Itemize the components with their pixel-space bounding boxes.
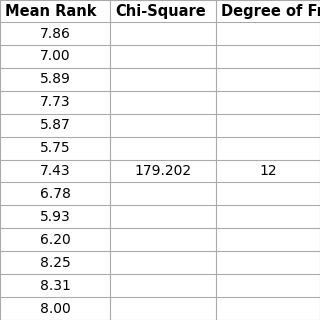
- Text: Degree of Freedo…: Degree of Freedo…: [221, 4, 320, 19]
- Text: 6.20: 6.20: [40, 233, 71, 247]
- Text: 7.73: 7.73: [40, 95, 70, 109]
- Text: 7.43: 7.43: [40, 164, 70, 178]
- Text: 5.75: 5.75: [40, 141, 70, 155]
- Text: 12: 12: [259, 164, 277, 178]
- Text: 179.202: 179.202: [135, 164, 192, 178]
- Text: 8.00: 8.00: [40, 301, 71, 316]
- Text: 6.78: 6.78: [40, 187, 71, 201]
- Text: 7.00: 7.00: [40, 50, 70, 63]
- Text: Mean Rank: Mean Rank: [5, 4, 96, 19]
- Text: 5.89: 5.89: [40, 72, 71, 86]
- Text: Chi-Square: Chi-Square: [115, 4, 206, 19]
- Text: 5.87: 5.87: [40, 118, 71, 132]
- Text: 8.31: 8.31: [40, 279, 71, 292]
- Text: 8.25: 8.25: [40, 256, 71, 270]
- Text: 7.86: 7.86: [40, 27, 71, 41]
- Text: 5.93: 5.93: [40, 210, 71, 224]
